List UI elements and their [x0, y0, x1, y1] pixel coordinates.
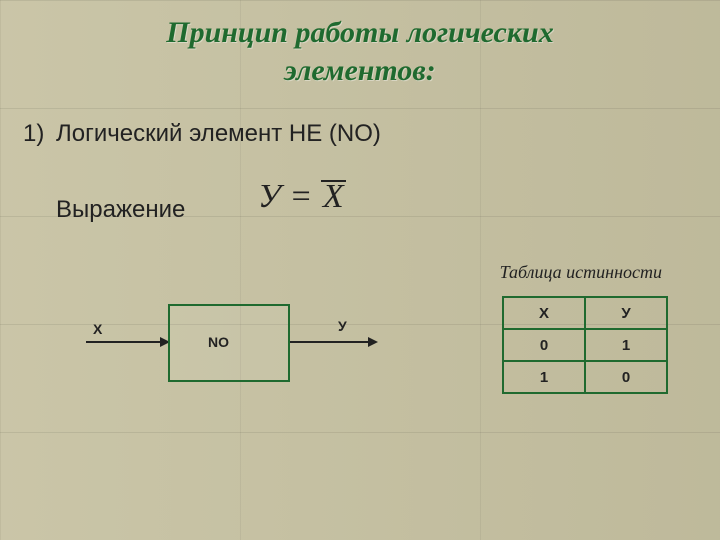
expression-label: Выражение — [56, 196, 185, 224]
table-cell: 0 — [585, 361, 667, 393]
truth-table-label: Таблица истинности — [500, 262, 662, 283]
table-row: 1 0 — [503, 361, 667, 393]
gate-box — [168, 304, 290, 382]
title-line-2: элементов: — [284, 54, 436, 87]
table-header-y: У — [585, 297, 667, 329]
truth-table: Х У 0 1 1 0 — [502, 296, 668, 394]
output-label: У — [338, 318, 347, 334]
table-cell: 1 — [503, 361, 585, 393]
title-line-1: Принцип работы логических — [166, 16, 553, 49]
gate-label: NO — [208, 334, 229, 350]
table-cell: 0 — [503, 329, 585, 361]
output-wire — [290, 341, 376, 343]
formula-lhs: У — [258, 178, 281, 215]
list-number: 1) — [23, 120, 44, 148]
input-wire — [86, 341, 168, 343]
table-row: 0 1 — [503, 329, 667, 361]
formula: У = X — [258, 178, 346, 216]
input-label: Х — [93, 321, 102, 337]
table-cell: 1 — [585, 329, 667, 361]
formula-eq: = — [281, 178, 321, 215]
formula-rhs-not: X — [321, 178, 346, 216]
page-title: Принцип работы логических элементов: — [0, 14, 720, 89]
table-header-x: Х — [503, 297, 585, 329]
table-row: Х У — [503, 297, 667, 329]
output-arrow-icon — [368, 337, 378, 347]
slide: Принцип работы логических элементов: 1) … — [0, 0, 720, 540]
list-text: Логический элемент НЕ (NO) — [56, 120, 381, 148]
